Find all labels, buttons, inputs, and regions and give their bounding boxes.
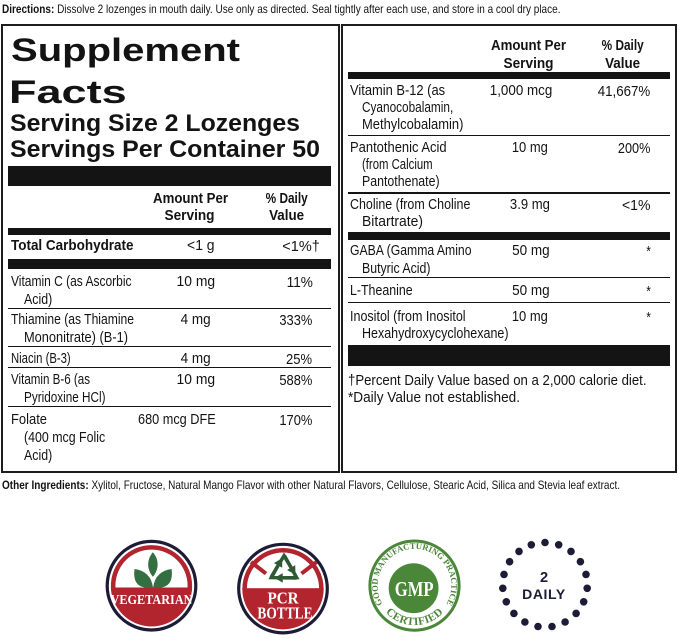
svg-text:VEGETARIAN: VEGETARIAN — [111, 591, 194, 607]
svg-text:2: 2 — [540, 570, 548, 586]
svg-text:DAILY: DAILY — [522, 586, 566, 602]
svg-text:PCR: PCR — [267, 590, 298, 608]
svg-text:GMP: GMP — [395, 578, 434, 602]
svg-text:BOTTLE: BOTTLE — [257, 604, 312, 623]
